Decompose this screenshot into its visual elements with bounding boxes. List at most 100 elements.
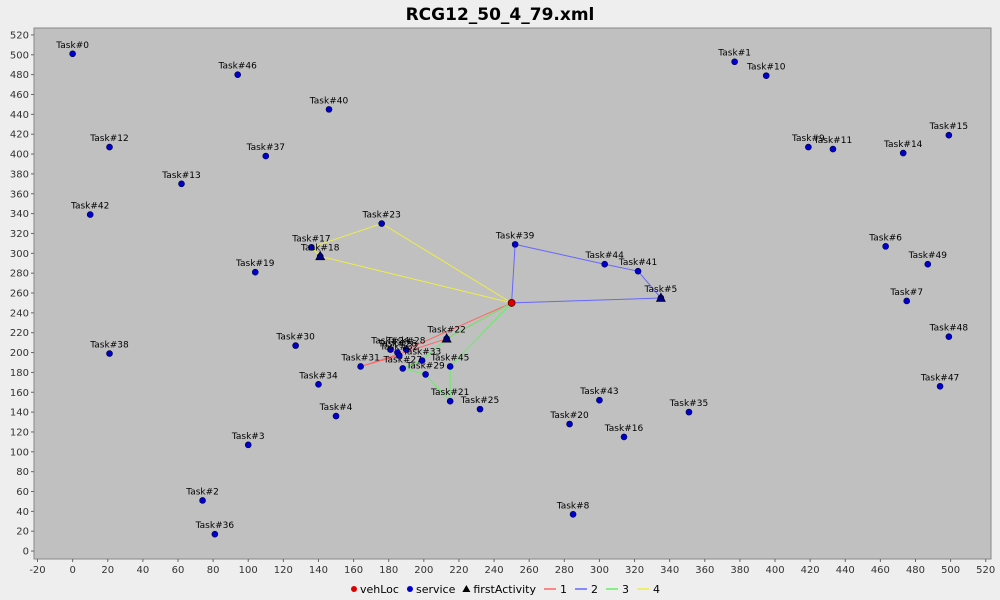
x-tick-label: 200 <box>414 565 433 576</box>
chart-title: RCG12_50_4_79.xml <box>406 5 595 25</box>
x-tick-label: 320 <box>625 565 644 576</box>
y-tick-label: 460 <box>10 90 29 101</box>
x-tick-label: 260 <box>520 565 539 576</box>
task-label: Task#35 <box>669 399 708 409</box>
route-2-line <box>511 243 662 304</box>
x-tick-label: 160 <box>344 565 363 576</box>
task-label: Task#23 <box>361 211 400 221</box>
task-point <box>387 346 394 353</box>
legend-label: 2 <box>591 583 598 596</box>
legend-label: service <box>416 583 456 596</box>
y-tick-label: 180 <box>10 368 29 379</box>
legend-label: 3 <box>622 583 629 596</box>
x-tick-label: 520 <box>976 565 995 576</box>
task-point <box>251 268 259 276</box>
y-tick-label: 320 <box>10 229 29 240</box>
task-point <box>106 350 113 357</box>
task-label: Task#33 <box>402 347 441 357</box>
y-tick-label: 240 <box>10 308 29 319</box>
y-tick-label: 80 <box>16 467 29 478</box>
y-tick-label: 160 <box>10 388 29 399</box>
task-point <box>199 497 206 504</box>
task-label: Task#40 <box>309 96 349 106</box>
task-label: Task#45 <box>430 353 469 363</box>
task-point <box>446 363 454 370</box>
y-tick-label: 120 <box>10 427 29 438</box>
y-axis: 0 20 40 60 80 100 120 140 160 180 200 220 240 260 280 3… <box>10 30 34 558</box>
task-point <box>418 357 426 364</box>
task-point <box>325 106 333 113</box>
y-tick-label: 60 <box>16 487 29 498</box>
y-tick-label: 520 <box>10 30 29 41</box>
first-activity-marker <box>655 292 666 302</box>
vehicle-location-point <box>507 299 516 307</box>
task-label: Task#26 <box>377 340 417 350</box>
task-point <box>634 267 642 275</box>
task-label: Task#28 <box>386 337 426 347</box>
y-tick-label: 360 <box>10 189 29 200</box>
task-point <box>106 143 113 151</box>
task-point <box>731 58 738 66</box>
legend-label: 1 <box>560 583 567 596</box>
task-label: Task#9 <box>791 134 825 144</box>
task-label: Task#2 <box>185 487 219 497</box>
task-label: Task#34 <box>298 371 338 381</box>
task-label: Task#36 <box>195 521 235 531</box>
task-label: Task#41 <box>618 258 657 268</box>
task-label: Task#7 <box>889 288 923 298</box>
task-label: Task#46 <box>217 62 257 72</box>
legend-marker <box>406 586 413 592</box>
x-tick-label: 280 <box>555 565 574 576</box>
y-tick-label: 440 <box>10 110 29 121</box>
task-point <box>262 152 270 160</box>
x-tick-label: 180 <box>379 565 398 576</box>
x-tick-label: -20 <box>29 565 45 576</box>
task-point <box>924 260 932 268</box>
task-point <box>308 244 315 251</box>
first-activity-marker <box>441 333 452 343</box>
task-point <box>315 381 322 388</box>
x-tick-label: 440 <box>836 565 855 576</box>
task-point <box>244 441 252 449</box>
x-axis: -20 0 20 40 60 80 100 120 140 160 180 200 220 240 260 2… <box>29 559 995 576</box>
task-label: Task#4 <box>319 403 353 413</box>
y-tick-label: 480 <box>10 70 29 81</box>
x-tick-label: 400 <box>765 565 784 576</box>
task-label: Task#14 <box>883 140 923 150</box>
task-point <box>903 297 911 305</box>
y-tick-label: 0 <box>23 547 29 558</box>
task-point <box>620 433 628 441</box>
task-point <box>805 143 812 151</box>
task-point <box>476 405 484 413</box>
task-label: Task#39 <box>495 231 535 241</box>
task-label: Task#10 <box>746 63 786 73</box>
task-point <box>357 363 364 370</box>
task-label: Task#31 <box>340 353 379 363</box>
task-label: Task#1 <box>717 49 751 59</box>
task-label: Task#48 <box>929 324 969 334</box>
task-point <box>211 530 219 538</box>
x-tick-label: 40 <box>137 565 150 576</box>
task-label: Task#3 <box>231 432 265 442</box>
legend-marker <box>351 586 357 592</box>
y-tick-label: 40 <box>16 507 29 518</box>
x-tick-label: 500 <box>941 565 960 576</box>
legend: vehLoc service firstActivity 1 2 3 4 <box>351 583 660 596</box>
legend-label: 4 <box>653 583 660 596</box>
task-label: Task#8 <box>556 501 590 511</box>
y-tick-label: 260 <box>10 289 29 300</box>
y-tick-label: 300 <box>10 249 29 260</box>
task-label: Task#22 <box>426 326 465 336</box>
x-tick-label: 80 <box>207 565 220 576</box>
task-label: Task#0 <box>55 41 89 51</box>
task-point <box>762 72 770 79</box>
task-label: Task#5 <box>644 285 678 295</box>
task-point <box>292 342 299 349</box>
task-label: Task#13 <box>161 171 200 181</box>
x-tick-label: 300 <box>590 565 609 576</box>
x-tick-label: 120 <box>274 565 293 576</box>
y-tick-label: 280 <box>10 269 29 280</box>
task-label: Task#21 <box>430 388 469 398</box>
x-tick-label: 20 <box>101 565 114 576</box>
x-tick-label: 0 <box>69 565 75 576</box>
